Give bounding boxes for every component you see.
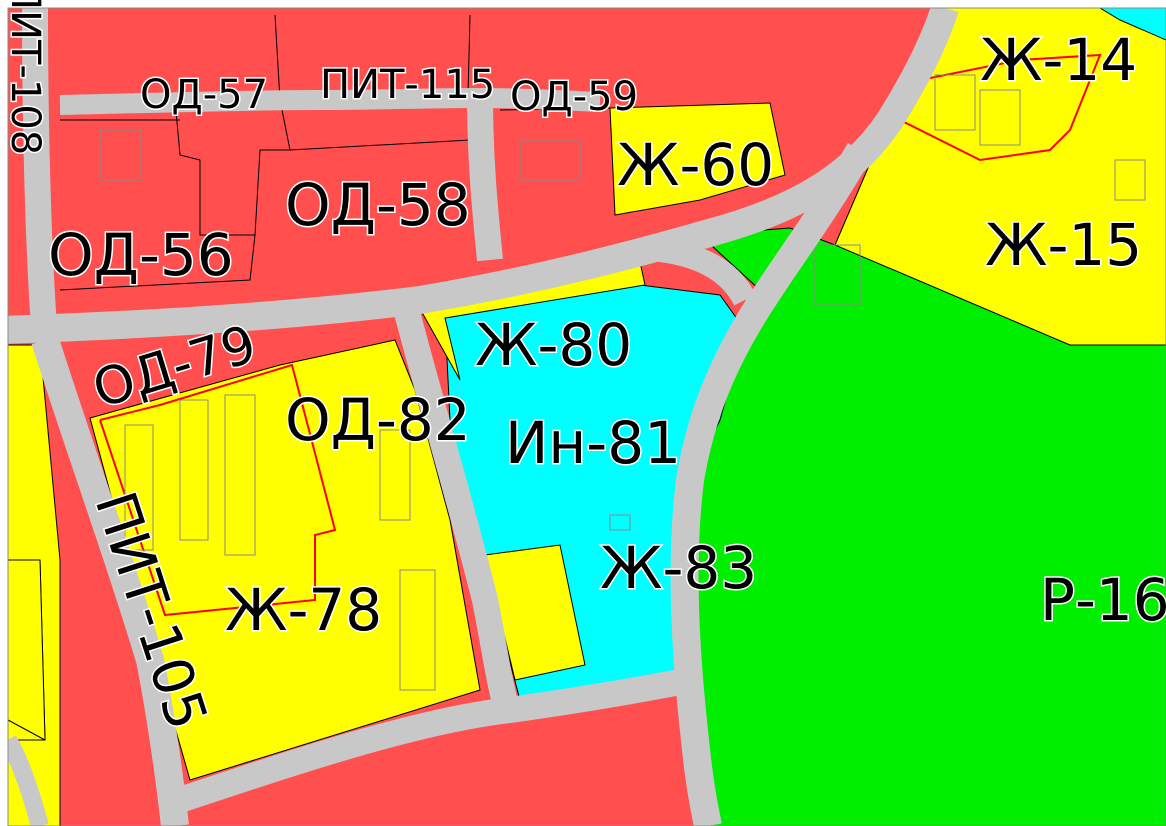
label-zh80: Ж-80 <box>475 311 632 379</box>
label-pit115: ПИТ-115 <box>320 62 495 108</box>
label-od57: ОД-57 <box>140 72 268 118</box>
label-zh83: Ж-83 <box>600 534 757 602</box>
zone-engineering-corner <box>1099 8 1166 41</box>
label-zh15: Ж-15 <box>985 211 1142 279</box>
boundary-od79 <box>99 363 337 617</box>
label-od56: ОД-56 <box>48 221 234 289</box>
label-od59: ОД-59 <box>510 74 638 120</box>
boundary-zh14 <box>899 53 1102 162</box>
label-zh14: Ж-14 <box>980 26 1137 94</box>
label-r16: Р-16 <box>1040 566 1166 634</box>
parcel-outlines <box>99 74 1146 691</box>
zone-zh60[interactable] <box>609 102 786 216</box>
map-frame <box>7 7 1166 826</box>
label-in81: Ин-81 <box>505 409 681 477</box>
label-od82: ОД-82 <box>285 386 471 454</box>
label-zh60: Ж-60 <box>617 131 774 199</box>
zone-left-strip-lower <box>8 559 46 741</box>
label-od58: ОД-58 <box>285 171 471 239</box>
label-zh78: Ж-78 <box>225 576 382 644</box>
label-pit108: ПИТ-108 <box>2 0 48 155</box>
road-network <box>8 8 959 826</box>
